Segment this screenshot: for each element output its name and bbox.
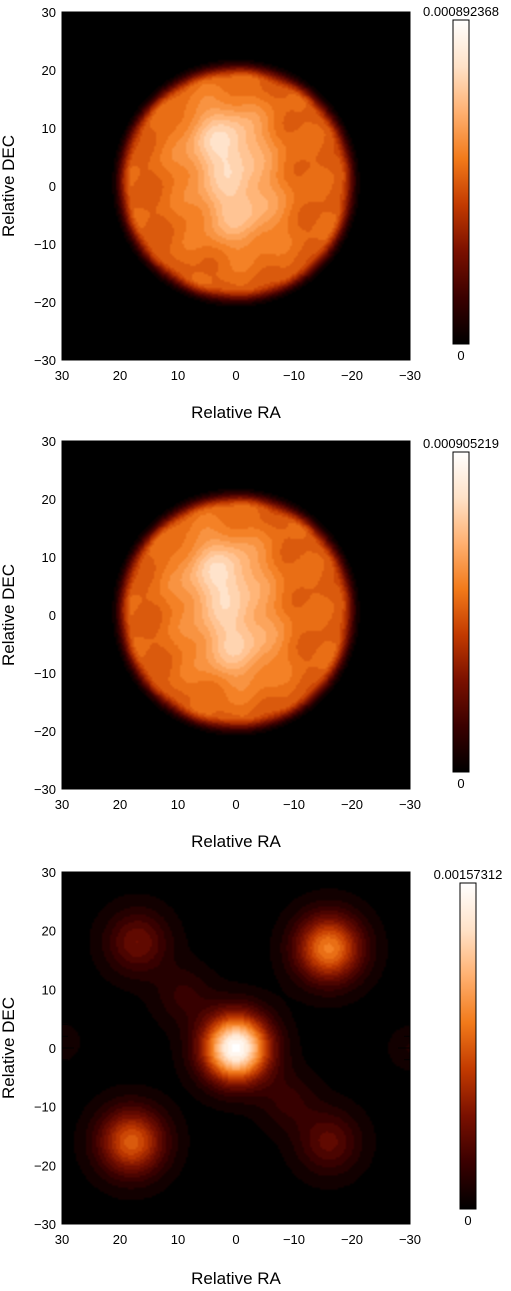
y-tick-label: 30: [42, 865, 56, 880]
x-axis-label: Relative RA: [191, 403, 281, 422]
y-tick-label: −10: [34, 1100, 56, 1115]
y-tick-label: −10: [34, 237, 56, 252]
x-tick-label: 30: [55, 797, 69, 812]
y-tick-label: −30: [34, 353, 56, 368]
colorbar-gradient: [459, 882, 477, 1210]
heatmap-image-1: [62, 12, 410, 360]
y-tick-label: 0: [49, 608, 56, 623]
x-tick-label: −10: [283, 797, 305, 812]
colorbar-min-label: 0: [457, 348, 464, 363]
x-tick-label: 10: [171, 368, 185, 383]
y-tick-label: 0: [49, 1041, 56, 1056]
heatmap-image-2: [62, 441, 410, 789]
y-tick-label: −20: [34, 724, 56, 739]
y-tick-label: −20: [34, 1158, 56, 1173]
y-tick-label: 10: [42, 121, 56, 136]
x-tick-label: 0: [232, 368, 239, 383]
y-axis-label: Relative DEC: [0, 564, 18, 666]
y-tick-label: 10: [42, 982, 56, 997]
axis-ticks: [61, 11, 411, 361]
y-tick-label: 30: [42, 434, 56, 449]
y-tick-label: 10: [42, 550, 56, 565]
x-tick-label: −20: [341, 368, 363, 383]
y-tick-label: −30: [34, 1217, 56, 1232]
colorbar-gradient: [452, 19, 470, 345]
x-tick-label: 10: [171, 1232, 185, 1247]
x-tick-label: 20: [113, 368, 127, 383]
y-tick-label: 20: [42, 63, 56, 78]
y-tick-label: 20: [42, 492, 56, 507]
colorbar-gradient: [452, 451, 470, 773]
x-tick-label: −20: [341, 797, 363, 812]
y-tick-label: −20: [34, 295, 56, 310]
y-tick-label: 20: [42, 924, 56, 939]
x-axis-label: Relative RA: [191, 1269, 281, 1288]
x-tick-label: 20: [113, 797, 127, 812]
x-axis-label: Relative RA: [191, 832, 281, 851]
y-axis-label: Relative DEC: [0, 997, 18, 1099]
y-tick-label: 30: [42, 5, 56, 20]
colorbar-max-label: 0.00157312: [434, 867, 503, 882]
x-tick-label: −30: [399, 368, 421, 383]
heatmap-panel-2: 30 20 10 0 −10 −20 −303020100−10−20−30Relative…: [0, 434, 499, 851]
heatmap-panel-3: 30 20 10 0 −10 −20 −303020100−10−20−30Relative…: [0, 865, 502, 1288]
axis-ticks: [61, 440, 411, 790]
x-tick-label: 20: [113, 1232, 127, 1247]
x-tick-label: 0: [232, 1232, 239, 1247]
heatmap-image-3: [62, 872, 410, 1224]
x-tick-label: −30: [399, 797, 421, 812]
colorbar-min-label: 0: [464, 1213, 471, 1228]
colorbar-max-label: 0.000905219: [423, 436, 499, 451]
colorbar-max-label: 0.000892368: [423, 4, 499, 19]
colorbar: 0.00157312 0: [434, 867, 503, 1228]
colorbar: 0.000892368 0: [423, 4, 499, 363]
x-tick-label: −30: [399, 1232, 421, 1247]
x-tick-label: 30: [55, 1232, 69, 1247]
x-tick-label: 10: [171, 797, 185, 812]
y-tick-label: −10: [34, 666, 56, 681]
heatmap-panel-1: 30 20 10 0 −10 −20 −303020100−10−20−30Relative…: [0, 4, 499, 422]
x-tick-label: −10: [283, 1232, 305, 1247]
axis-ticks: [61, 871, 411, 1225]
x-tick-label: −20: [341, 1232, 363, 1247]
y-axis-label: Relative DEC: [0, 135, 18, 237]
colorbar: 0.000905219 0: [423, 436, 499, 791]
colorbar-min-label: 0: [457, 776, 464, 791]
x-tick-label: −10: [283, 368, 305, 383]
x-tick-label: 30: [55, 368, 69, 383]
y-tick-label: 0: [49, 179, 56, 194]
x-tick-label: 0: [232, 797, 239, 812]
y-tick-label: −30: [34, 782, 56, 797]
